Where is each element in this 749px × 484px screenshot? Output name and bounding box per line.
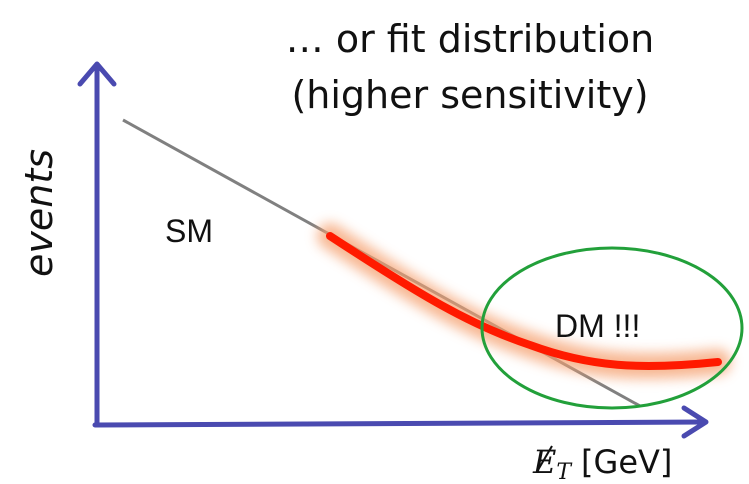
y-axis xyxy=(77,61,117,428)
dm-label: DM !!! xyxy=(555,308,640,344)
x-axis-line xyxy=(92,419,707,428)
sm-label: SM xyxy=(165,213,213,249)
x-axis-label: ET [GeV] xyxy=(532,443,672,484)
x-axis-label-subscript: T xyxy=(556,460,573,484)
x-axis xyxy=(92,405,709,439)
signal-curve xyxy=(326,232,722,370)
y-axis-arrowhead xyxy=(77,61,117,87)
x-axis-arrowhead xyxy=(681,405,709,439)
missing-et-slash xyxy=(537,445,553,471)
title-line-1: … or fit distribution xyxy=(286,17,655,61)
title-line-2: (higher sensitivity) xyxy=(291,73,648,117)
y-axis-label: events xyxy=(17,149,61,277)
dm-region-ellipse xyxy=(480,246,744,410)
x-axis-label-unit: [GeV] xyxy=(581,443,672,481)
x-axis-label-symbol: E xyxy=(532,443,556,481)
